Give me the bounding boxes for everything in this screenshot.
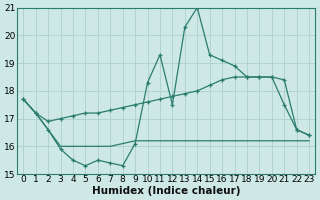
X-axis label: Humidex (Indice chaleur): Humidex (Indice chaleur) <box>92 186 240 196</box>
